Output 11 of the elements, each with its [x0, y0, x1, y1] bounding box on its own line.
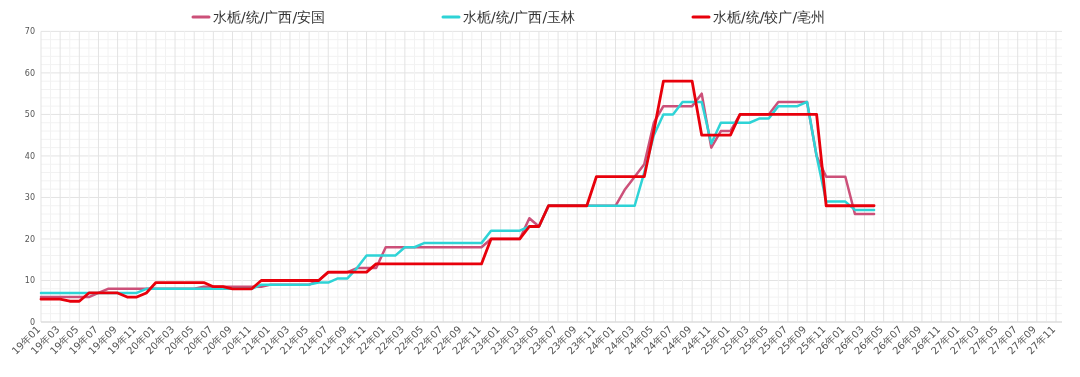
y-tick-label: 30 — [24, 193, 35, 203]
y-tick-label: 50 — [24, 110, 35, 120]
y-tick-label: 40 — [24, 151, 35, 161]
y-tick-label: 70 — [24, 27, 35, 37]
y-tick-label: 10 — [24, 276, 35, 286]
legend-label: 水栀/统/较广/亳州 — [713, 9, 826, 25]
y-tick-label: 0 — [29, 318, 35, 327]
y-tick-label: 60 — [24, 68, 35, 78]
y-tick-label: 20 — [24, 234, 35, 244]
legend-label: 水栀/统/广西/玉林 — [463, 9, 576, 25]
legend-label: 水栀/统/广西/安国 — [213, 9, 326, 25]
